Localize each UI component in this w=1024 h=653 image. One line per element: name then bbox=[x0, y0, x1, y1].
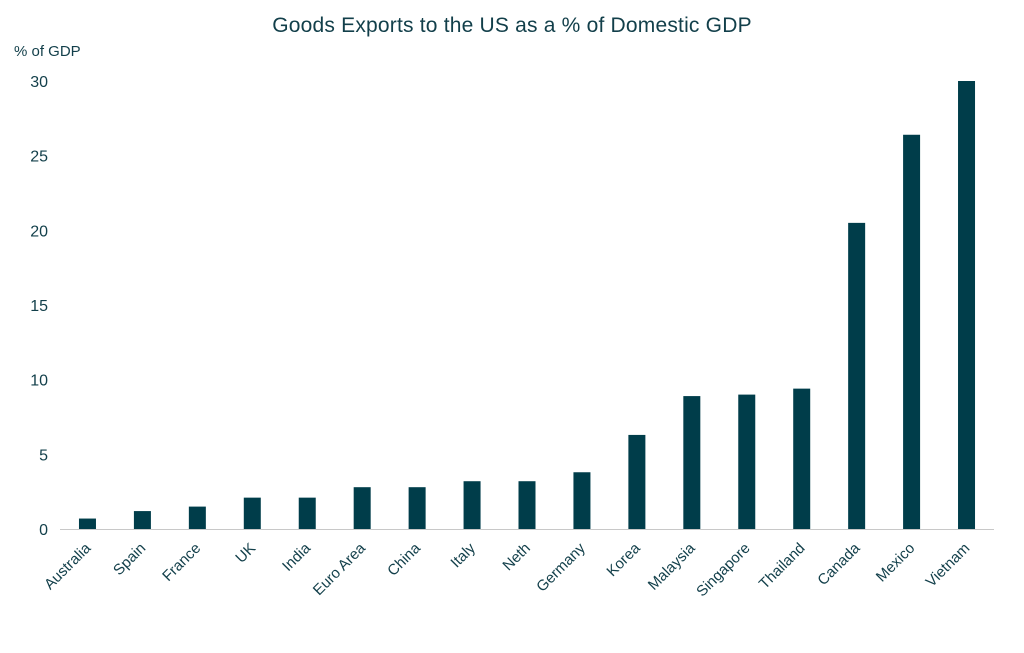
y-tick-label: 5 bbox=[39, 447, 48, 464]
x-tick-label: Spain bbox=[110, 540, 149, 579]
x-tick-label: Singapore bbox=[693, 540, 753, 600]
bar-germany bbox=[573, 472, 591, 529]
x-tick-label: Canada bbox=[814, 539, 864, 589]
bar-neth bbox=[518, 481, 536, 529]
x-tick-label: Germany bbox=[533, 539, 589, 595]
x-tick-label: Korea bbox=[603, 539, 644, 580]
bar-uk bbox=[243, 497, 261, 529]
y-tick-label: 25 bbox=[30, 149, 48, 166]
y-tick-label: 30 bbox=[30, 74, 48, 91]
y-axis-unit-label: % of GDP bbox=[14, 43, 81, 60]
bar-india bbox=[298, 497, 316, 529]
bar-malaysia bbox=[683, 396, 701, 529]
bar-mexico bbox=[903, 134, 921, 529]
y-tick-label: 0 bbox=[39, 522, 48, 539]
x-tick-label: Euro Area bbox=[310, 539, 370, 599]
x-tick-label: Vietnam bbox=[923, 540, 974, 591]
y-tick-label: 20 bbox=[30, 223, 48, 240]
bar-china bbox=[408, 487, 426, 529]
bar-australia bbox=[78, 518, 96, 529]
bar-thailand bbox=[793, 388, 811, 529]
x-tick-label: Malaysia bbox=[645, 539, 699, 593]
bar-vietnam bbox=[958, 81, 976, 529]
x-tick-label: China bbox=[384, 539, 424, 579]
bar-euro-area bbox=[353, 487, 371, 529]
y-tick-label: 10 bbox=[30, 373, 48, 390]
x-tick-label: Italy bbox=[447, 539, 479, 571]
y-axis-ticks: 0 5 10 15 20 25 30 bbox=[30, 74, 48, 539]
bar-france bbox=[188, 506, 206, 529]
x-tick-label: Australia bbox=[41, 539, 95, 593]
x-tick-label: Mexico bbox=[873, 540, 919, 586]
x-tick-label: Neth bbox=[499, 540, 533, 574]
bar-korea bbox=[628, 434, 646, 529]
y-tick-label: 15 bbox=[30, 298, 48, 315]
x-tick-label: UK bbox=[232, 540, 259, 567]
chart-title: Goods Exports to the US as a % of Domest… bbox=[272, 14, 752, 37]
x-tick-label: India bbox=[279, 539, 314, 574]
bar-canada bbox=[848, 222, 866, 529]
bar-singapore bbox=[738, 394, 756, 529]
bars bbox=[78, 81, 976, 529]
x-tick-label: Thailand bbox=[756, 540, 809, 593]
bar-italy bbox=[463, 481, 481, 529]
x-tick-label: France bbox=[159, 540, 204, 585]
bar-spain bbox=[133, 511, 151, 529]
